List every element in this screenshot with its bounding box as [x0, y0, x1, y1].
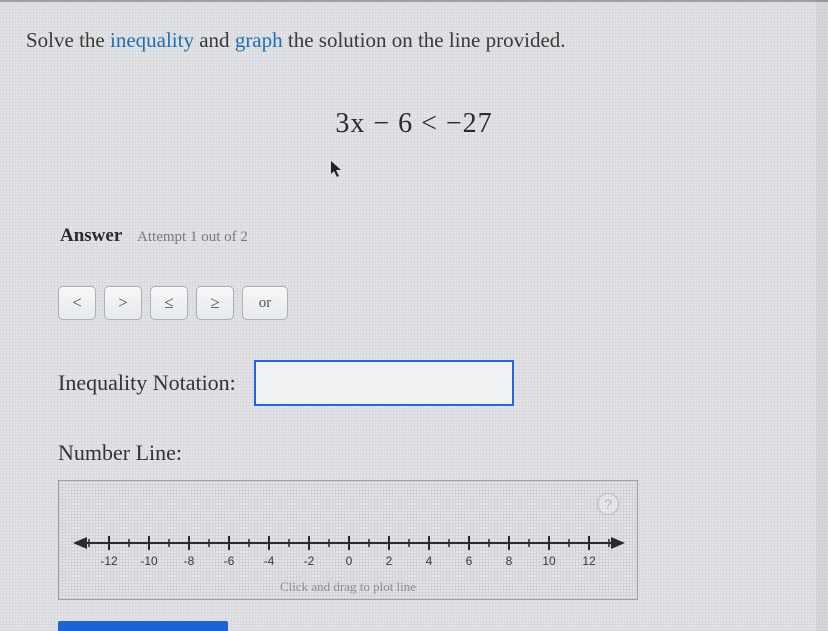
inequality-row: Inequality Notation:	[58, 360, 514, 406]
prompt-post: the solution on the line provided.	[283, 28, 566, 52]
number-line-box[interactable]: ? -12-10-8-6-4-2024681012 Click and drag…	[58, 480, 638, 600]
svg-text:-4: -4	[264, 554, 275, 568]
number-line-label: Number Line:	[58, 440, 182, 466]
operator-toolbar: < > ≤ ≥ or	[58, 286, 288, 320]
op-greater-than-button[interactable]: >	[104, 286, 142, 320]
svg-text:8: 8	[506, 554, 513, 568]
svg-text:12: 12	[582, 554, 596, 568]
svg-text:-10: -10	[140, 554, 158, 568]
equation-text: 3x − 6 < −27	[335, 108, 492, 139]
equation-display: 3x − 6 < −27	[0, 108, 828, 140]
op-less-than-button[interactable]: <	[58, 286, 96, 320]
op-lte-button[interactable]: ≤	[150, 286, 188, 320]
svg-text:-2: -2	[304, 554, 315, 568]
svg-text:4: 4	[426, 554, 433, 568]
answer-header: Answer Attempt 1 out of 2	[60, 225, 248, 247]
prompt-kw-graph: graph	[235, 28, 283, 52]
number-line-hint: Click and drag to plot line	[59, 579, 637, 595]
svg-text:0: 0	[346, 554, 353, 568]
op-or-button[interactable]: or	[242, 286, 288, 320]
submit-button[interactable]	[58, 621, 228, 631]
svg-text:-6: -6	[224, 554, 235, 568]
prompt-kw-inequality: inequality	[110, 28, 194, 52]
page-right-shadow	[816, 0, 828, 631]
svg-text:10: 10	[542, 554, 556, 568]
op-gte-button[interactable]: ≥	[196, 286, 234, 320]
svg-text:2: 2	[386, 554, 393, 568]
svg-text:6: 6	[466, 554, 473, 568]
prompt-pre: Solve the	[26, 28, 110, 52]
number-line-svg[interactable]: -12 -10 -8 -6 -4 -2 0 2 4 6 8 10 12	[59, 481, 639, 581]
cursor-icon	[330, 160, 344, 183]
attempt-text: Attempt 1 out of 2	[137, 229, 248, 245]
inequality-input[interactable]	[254, 360, 514, 406]
answer-label: Answer	[60, 225, 122, 246]
inequality-label: Inequality Notation:	[58, 370, 236, 396]
svg-text:-8: -8	[184, 554, 195, 568]
svg-text:-12: -12	[100, 554, 118, 568]
question-prompt: Solve the inequality and graph the solut…	[26, 28, 566, 53]
prompt-mid: and	[194, 28, 235, 52]
top-rule	[0, 0, 828, 2]
